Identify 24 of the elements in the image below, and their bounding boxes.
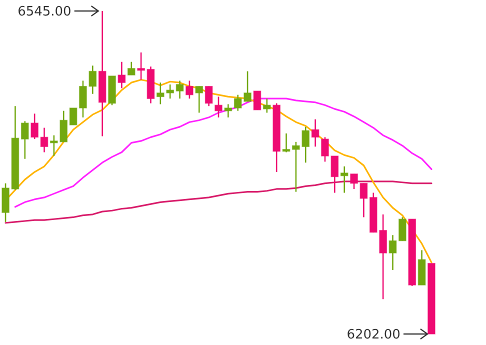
- candlestick: [388, 234, 397, 271]
- candlestick: [127, 61, 136, 76]
- candlestick: [360, 182, 368, 218]
- candlestick: [214, 96, 222, 118]
- candlestick: [69, 107, 78, 126]
- candlestick: [311, 118, 320, 148]
- candlestick: [224, 104, 232, 118]
- candlestick: [398, 216, 406, 242]
- annotation: 6202.00: [346, 328, 400, 343]
- candlestick: [253, 90, 262, 111]
- candlestick: [30, 112, 39, 140]
- candlestick: [186, 80, 194, 100]
- annotation: 6545.00: [18, 4, 72, 20]
- candlestick: [195, 86, 204, 114]
- candlestick: [204, 86, 213, 107]
- candlestick: [282, 132, 290, 153]
- candlestick: [262, 98, 271, 114]
- candlestick: [137, 52, 145, 80]
- candlestick: [20, 120, 29, 160]
- candlestick: [118, 61, 126, 89]
- candlestick: [340, 166, 348, 194]
- candlestick: [40, 127, 48, 153]
- candlestick: [350, 173, 358, 190]
- candlestick: [176, 80, 184, 100]
